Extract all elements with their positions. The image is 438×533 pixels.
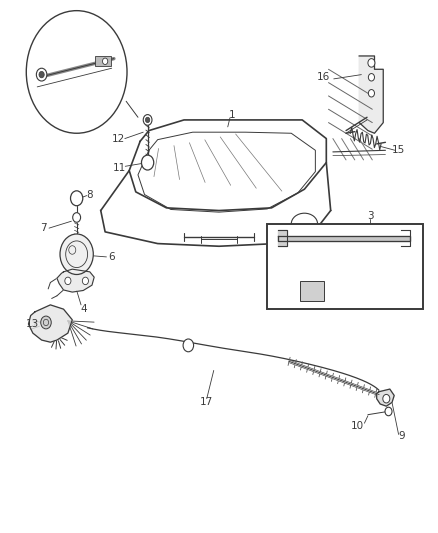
Bar <box>300 281 324 301</box>
Circle shape <box>385 407 392 416</box>
Circle shape <box>41 316 51 329</box>
Text: 11: 11 <box>113 163 126 173</box>
Text: 7: 7 <box>40 223 47 233</box>
Circle shape <box>102 58 108 64</box>
Bar <box>267 224 423 309</box>
Text: 6: 6 <box>108 252 115 262</box>
Text: 12: 12 <box>112 134 125 143</box>
Text: 18: 18 <box>58 104 71 114</box>
Circle shape <box>73 213 81 222</box>
Circle shape <box>60 234 93 274</box>
Circle shape <box>141 155 154 170</box>
Circle shape <box>368 74 374 81</box>
Circle shape <box>143 115 152 125</box>
Circle shape <box>82 277 88 285</box>
Bar <box>95 56 111 66</box>
Text: 9: 9 <box>399 431 406 441</box>
Circle shape <box>368 59 375 67</box>
Circle shape <box>368 90 374 97</box>
Text: 10: 10 <box>350 422 364 431</box>
Text: 3: 3 <box>367 211 374 221</box>
Text: 1: 1 <box>229 110 236 119</box>
Circle shape <box>383 394 390 403</box>
Polygon shape <box>278 230 287 246</box>
Text: 17: 17 <box>200 398 213 407</box>
Text: 15: 15 <box>392 146 405 155</box>
Circle shape <box>39 71 44 78</box>
Circle shape <box>36 68 47 81</box>
Polygon shape <box>359 56 383 133</box>
Circle shape <box>183 339 194 352</box>
Polygon shape <box>377 389 394 406</box>
Text: 16: 16 <box>317 72 330 82</box>
Text: 13: 13 <box>25 319 39 329</box>
Polygon shape <box>57 269 94 292</box>
Polygon shape <box>28 305 72 342</box>
Text: 8: 8 <box>86 190 93 199</box>
Circle shape <box>145 117 150 123</box>
Circle shape <box>71 191 83 206</box>
Polygon shape <box>278 236 410 241</box>
Circle shape <box>65 277 71 285</box>
Circle shape <box>26 11 127 133</box>
Text: 4: 4 <box>81 304 88 314</box>
